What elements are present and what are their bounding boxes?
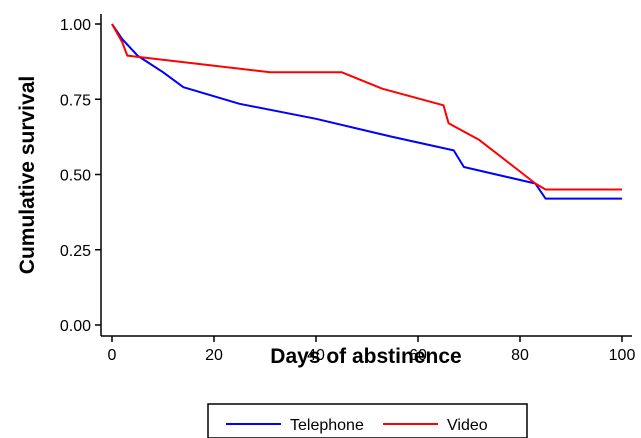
chart-legend: Telephone Video (207, 403, 528, 438)
legend-box (207, 403, 528, 438)
y-tick-label: 1.00 (60, 17, 91, 34)
chart-axes: 0.00 0.25 0.50 0.75 1.00 0 20 40 60 80 100 (60, 14, 636, 364)
x-axis-title: Days of abstinence (270, 345, 461, 368)
x-tick-label: 0 (108, 347, 117, 364)
x-tick-label: 20 (205, 347, 223, 364)
x-tick-label: 60 (409, 347, 427, 364)
series-line-video (111, 23, 622, 191)
x-tick-label: 80 (511, 347, 529, 364)
y-tick-label: 0.50 (60, 168, 91, 185)
y-tick-label: 0.25 (60, 243, 91, 260)
series-line-telephone (111, 23, 622, 200)
y-tick-label: 0.00 (60, 318, 91, 335)
legend-label-telephone: Telephone (290, 417, 364, 434)
x-tick-label: 100 (609, 347, 636, 364)
x-tick-label: 40 (307, 347, 325, 364)
legend-label-video: Video (447, 417, 488, 434)
y-axis-title: Cumulative survival (16, 76, 39, 274)
y-tick-label: 0.75 (60, 92, 91, 109)
chart-series-layer (111, 23, 622, 200)
